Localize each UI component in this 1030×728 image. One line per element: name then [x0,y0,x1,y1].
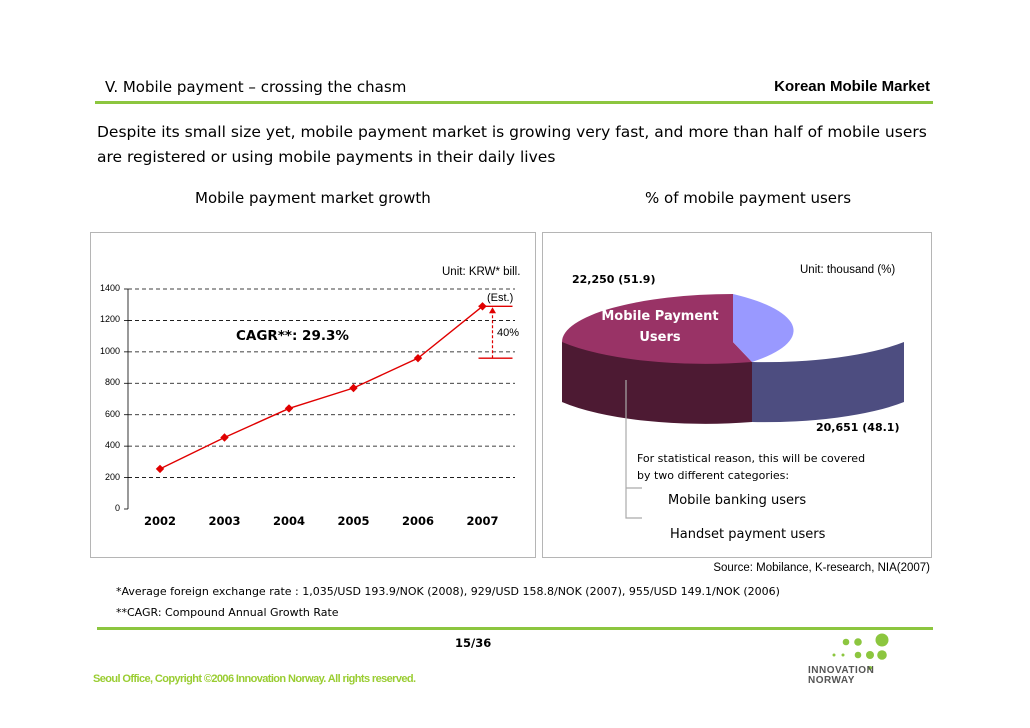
pie-note-line2: by two different categories: [637,469,790,482]
innovation-norway-logo-dots [832,633,889,670]
footnote-exchange: *Average foreign exchange rate : 1,035/U… [116,585,780,598]
cagr-label: CAGR**: 29.3% [236,328,349,344]
chart-axis [124,288,129,510]
pie-side-others [752,342,904,423]
footer-divider [97,627,933,630]
data-point [155,464,165,474]
pie-note-line1: For statistical reason, this will be cov… [637,452,866,465]
page-number: 15/36 [455,636,492,650]
y-tick-label: 1400 [99,283,120,293]
header-divider [95,101,933,104]
pie-chart [562,294,904,519]
data-point [220,433,229,442]
pie-slice-others [733,294,794,362]
growth-label: 40% [497,327,520,339]
intro-text: Despite its small size yet, mobile payme… [97,123,927,166]
line-chart-heading: Mobile payment market growth [195,189,431,207]
data-point [349,383,358,393]
copyright: Seoul Office, Copyright ©2006 Innovation… [93,673,416,685]
category-bracket [625,380,642,519]
source-note: Source: Mobilance, K-research, NIA(2007) [713,562,930,574]
pie-inner-label: Mobile Payment Users [596,306,724,348]
y-tick-label: 400 [104,440,120,451]
y-tick-label: 0 [114,503,120,513]
logo-line2: NORWAY [808,675,855,686]
pie-side-users-curve [562,342,752,424]
x-tick-label: 2006 [402,514,435,528]
line-chart [124,288,515,510]
x-tick-label: 2004 [273,514,306,528]
series-line [159,305,483,470]
category-mobile-banking: Mobile banking users [668,493,807,508]
y-tick-label: 600 [104,408,120,419]
footnote-cagr: **CAGR: Compound Annual Growth Rate [116,606,339,619]
x-tick-label: 2002 [144,514,177,528]
pie-chart-unit: Unit: thousand (%) [800,264,896,276]
market-title: Korean Mobile Market [774,78,930,95]
x-tick-label: 2007 [466,514,499,528]
y-tick-label: 200 [104,471,120,482]
x-tick-label: 2005 [337,514,370,528]
pie-slice-users [562,294,752,364]
y-tick-label: 1000 [99,345,120,356]
annotation-arrow-head [489,307,496,314]
pie-note: For statistical reason, this will be cov… [637,450,865,484]
category-handset-payment: Handset payment users [670,527,826,542]
pie-chart-heading: % of mobile payment users [645,189,852,207]
line-chart-unit: Unit: KRW* bill. [442,266,521,278]
logo-line1: INNOVATION [808,665,875,676]
est-label: (Est.) [487,292,514,304]
x-tick-label: 2003 [208,514,241,528]
pie-inner-line1: Mobile Payment [601,309,719,324]
pie-label-others: 20,651 (48.1) [816,421,900,434]
data-point [284,404,294,413]
line-chart-panel [90,232,536,558]
pie-inner-line2: Users [639,330,681,345]
y-tick-label: 800 [104,377,120,388]
section-title: V. Mobile payment – crossing the chasm [105,78,407,96]
chart-gridlines [128,288,515,478]
y-tick-label: 1200 [99,314,120,325]
innovation-norway-logo: INNOVATION NORWAY [808,666,874,686]
pie-label-users: 22,250 (51.9) [572,273,656,286]
